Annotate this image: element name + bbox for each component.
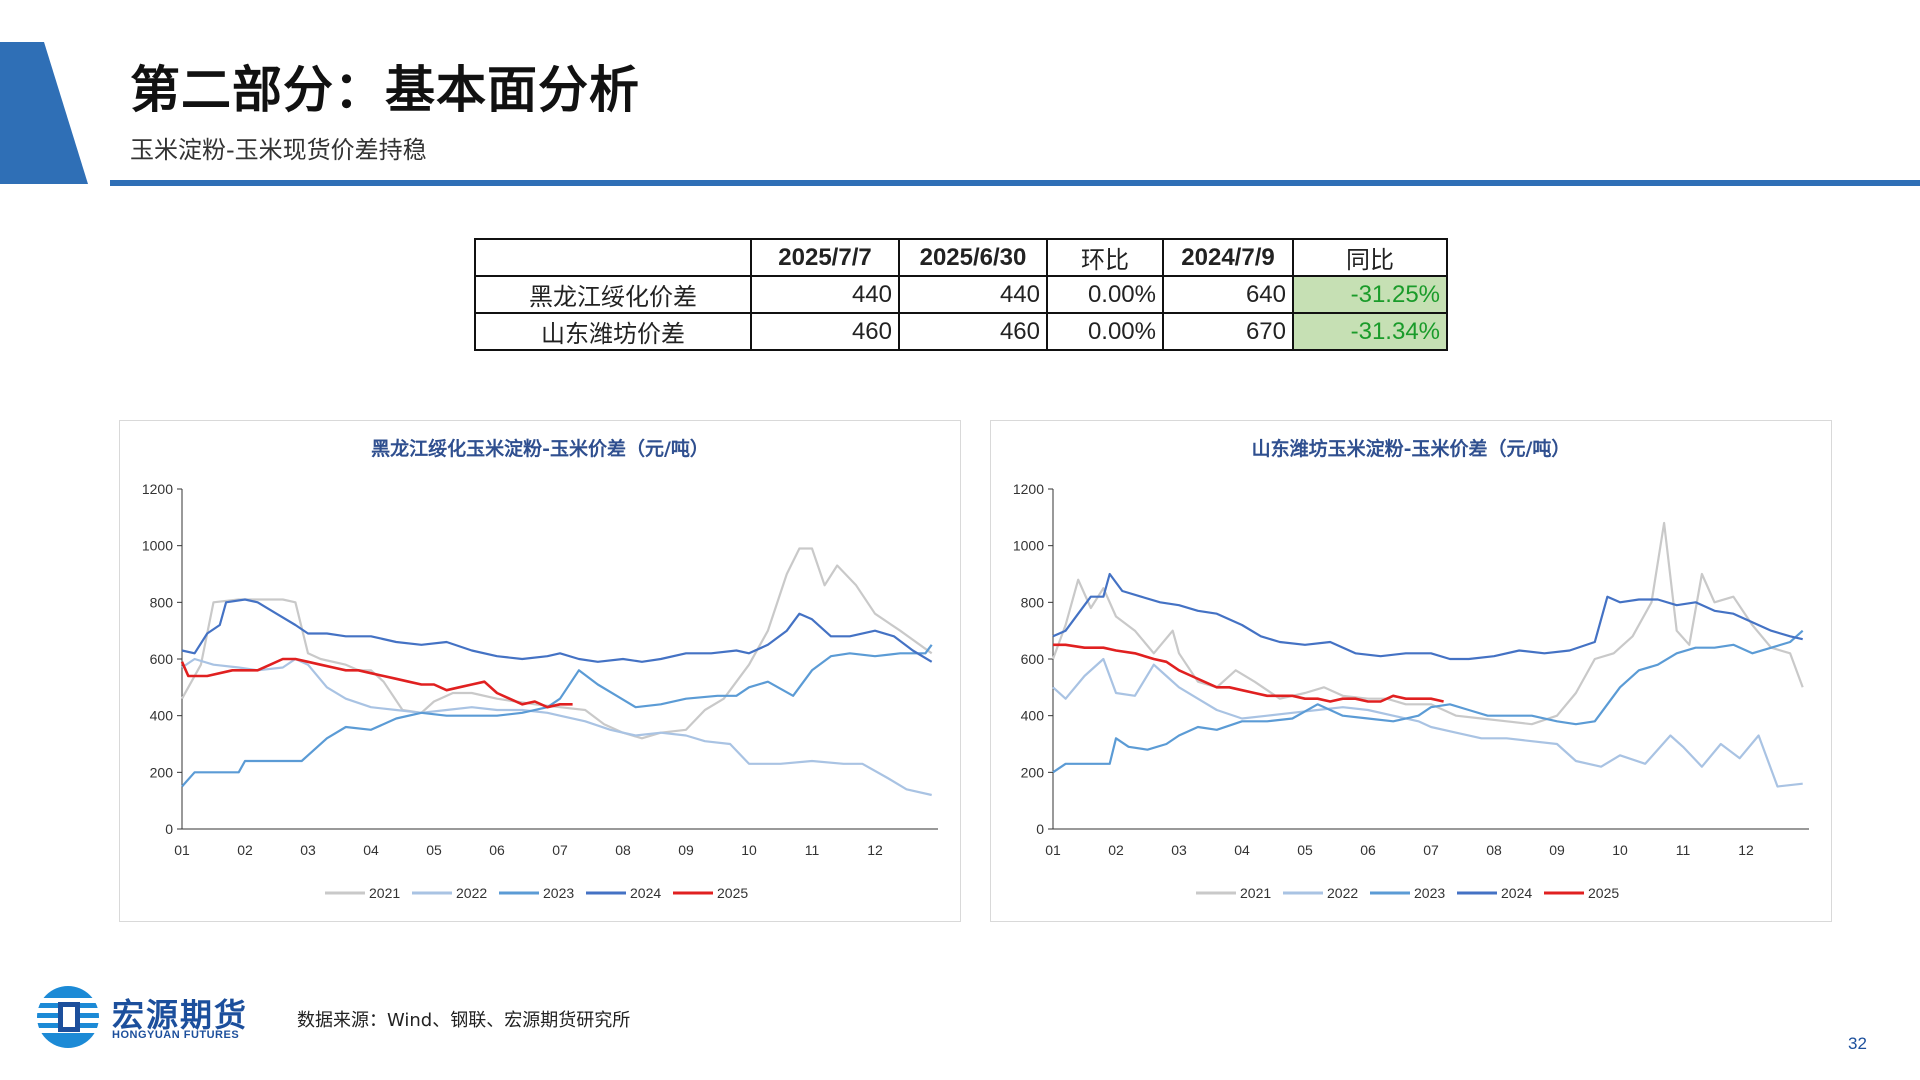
legend-label-2022: 2022	[456, 885, 487, 901]
x-tick-label: 04	[1234, 842, 1250, 858]
series-line-2025	[1053, 643, 1444, 703]
y-tick-label: 1200	[142, 481, 173, 497]
cell-value: 640	[1162, 275, 1294, 314]
x-tick-label: 01	[1045, 842, 1061, 858]
chart-title: 黑龙江绥化玉米淀粉-玉米价差（元/吨）	[371, 437, 709, 460]
legend-label-2023: 2023	[1414, 885, 1445, 901]
legend-label-2025: 2025	[717, 885, 748, 901]
legend-label-2024: 2024	[630, 885, 661, 901]
chart-suihua: 黑龙江绥化玉米淀粉-玉米价差（元/吨） 0 200 400 600 800 1000 1200…	[142, 437, 938, 901]
legend-label-2022: 2022	[1327, 885, 1358, 901]
legend-label-2023: 2023	[543, 885, 574, 901]
x-tick-label: 05	[426, 842, 442, 858]
y-tick-label: 400	[150, 708, 174, 724]
x-tick-label: 11	[1676, 842, 1691, 858]
x-tick-label: 09	[1549, 842, 1565, 858]
legend-label-2025: 2025	[1588, 885, 1619, 901]
x-tick-label: 10	[1612, 842, 1628, 858]
series-line-2024	[181, 598, 933, 663]
chart-title: 山东潍坊玉米淀粉-玉米价差（元/吨）	[1252, 437, 1571, 460]
table-header-row: 2025/7/7 2025/6/30 环比 2024/7/9 同比	[474, 238, 1448, 277]
legend-label-2021: 2021	[369, 885, 400, 901]
legend-label-2021: 2021	[1240, 885, 1271, 901]
y-tick-label: 400	[1021, 708, 1045, 724]
corner-decoration	[0, 42, 88, 184]
series-line-2022	[181, 657, 932, 797]
summary-table: 2025/7/7 2025/6/30 环比 2024/7/9 同比 黑龙江绥化价…	[474, 238, 1448, 351]
page-title: 第二部分：基本面分析	[130, 61, 640, 119]
x-tick-label: 12	[867, 842, 883, 858]
y-tick-label: 200	[1021, 764, 1045, 780]
y-tick-label: 1200	[1013, 481, 1044, 497]
x-tick-label: 02	[1108, 842, 1124, 858]
header-divider	[110, 180, 1920, 186]
page-subtitle: 玉米淀粉-玉米现货价差持稳	[130, 136, 427, 164]
cell-value: 460	[898, 312, 1048, 351]
series-line-2021	[1051, 521, 1804, 726]
cell-yoy: -31.25%	[1292, 275, 1448, 314]
series-line-2025	[180, 657, 573, 709]
series-line-2022	[1052, 657, 1803, 788]
x-tick-label: 07	[552, 842, 568, 858]
x-tick-label: 08	[615, 842, 631, 858]
x-tick-label: 03	[300, 842, 316, 858]
series-line-2021	[181, 547, 933, 740]
cell-value: 460	[750, 312, 900, 351]
row-name: 山东潍坊价差	[474, 312, 752, 351]
series-line-2023	[1052, 629, 1804, 774]
page-number: 32	[1848, 1034, 1867, 1053]
cell-value: 440	[898, 275, 1048, 314]
row-name: 黑龙江绥化价差	[474, 275, 752, 314]
y-tick-label: 200	[150, 764, 174, 780]
legend-label-2024: 2024	[1501, 885, 1532, 901]
y-tick-label: 1000	[142, 538, 173, 554]
x-tick-label: 02	[237, 842, 253, 858]
x-tick-label: 06	[1360, 842, 1376, 858]
x-tick-label: 05	[1297, 842, 1313, 858]
company-logo-icon	[36, 986, 100, 1048]
y-tick-label: 600	[150, 651, 174, 667]
x-tick-label: 03	[1171, 842, 1187, 858]
table-row: 山东潍坊价差 460 460 0.00% 670 -31.34%	[474, 312, 1448, 351]
x-tick-label: 12	[1738, 842, 1754, 858]
x-tick-label: 06	[489, 842, 505, 858]
table-header-cell: 同比	[1292, 238, 1448, 277]
table-header-cell: 2024/7/9	[1162, 238, 1294, 277]
table-header-cell: 2025/7/7	[750, 238, 900, 277]
table-row: 黑龙江绥化价差 440 440 0.00% 640 -31.25%	[474, 275, 1448, 314]
cell-yoy: -31.34%	[1292, 312, 1448, 351]
x-tick-label: 04	[363, 842, 379, 858]
y-tick-label: 1000	[1013, 538, 1044, 554]
table-header-cell	[474, 238, 752, 277]
y-tick-label: 800	[1021, 594, 1045, 610]
x-tick-label: 11	[805, 842, 820, 858]
table-header-cell: 环比	[1046, 238, 1164, 277]
chart-weifang: 山东潍坊玉米淀粉-玉米价差（元/吨） 0 200 400 600 800 1000 1200 0…	[1013, 437, 1809, 901]
cell-mom: 0.00%	[1046, 275, 1164, 314]
cell-mom: 0.00%	[1046, 312, 1164, 351]
y-tick-label: 600	[1021, 651, 1045, 667]
x-tick-label: 10	[741, 842, 757, 858]
y-tick-label: 800	[150, 594, 174, 610]
table-header-cell: 2025/6/30	[898, 238, 1048, 277]
y-tick-label: 0	[1036, 821, 1044, 837]
chart-panel-weifang: 山东潍坊玉米淀粉-玉米价差（元/吨） 0 200 400 600 800 1000 1200 0…	[990, 420, 1832, 922]
logo-subtext: HONGYUAN FUTURES	[112, 1029, 240, 1041]
logo-text: 宏源期货	[112, 996, 249, 1034]
x-tick-label: 09	[678, 842, 694, 858]
data-source-note: 数据来源：Wind、钢联、宏源期货研究所	[297, 1010, 631, 1031]
x-tick-label: 08	[1486, 842, 1502, 858]
x-tick-label: 07	[1423, 842, 1439, 858]
cell-value: 440	[750, 275, 900, 314]
cell-value: 670	[1162, 312, 1294, 351]
chart-panel-suihua: 黑龙江绥化玉米淀粉-玉米价差（元/吨） 0 200 400 600 800 1000 1200…	[119, 420, 961, 922]
series-line-2024	[1052, 572, 1803, 661]
series-line-2023	[181, 644, 933, 788]
x-tick-label: 01	[174, 842, 190, 858]
y-tick-label: 0	[165, 821, 173, 837]
